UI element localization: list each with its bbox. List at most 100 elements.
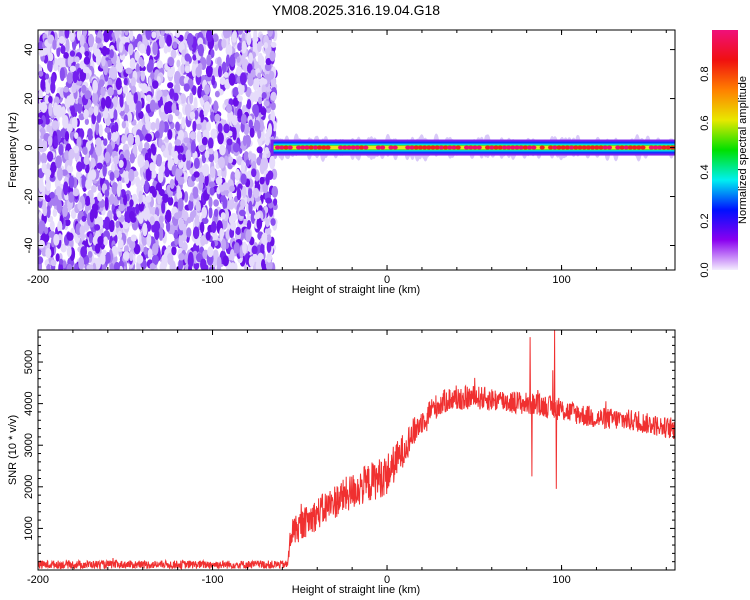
spectrogram-noise-cell: [63, 86, 70, 93]
tone-peak-cell: [577, 145, 583, 150]
spectrogram-noise-cell: [214, 90, 220, 98]
spectrogram-noise-cell: [186, 216, 192, 224]
spectrogram-noise-cell: [127, 133, 134, 146]
spectrogram-noise-cell: [223, 155, 229, 166]
spectrogram-noise-cell: [234, 169, 241, 181]
spectrogram-noise-cell: [129, 152, 136, 164]
spectrogram-ytick-label: -20: [23, 189, 35, 205]
colorbar-tick-label: 0.4: [699, 164, 711, 179]
tone-peak-cell: [640, 145, 646, 150]
spectrogram-noise-cell: [231, 36, 237, 43]
tone-peak-cell: [564, 145, 571, 150]
tone-peak-cell: [447, 145, 453, 150]
spectrogram-noise-cell: [96, 257, 101, 270]
spectrogram-noise-cell: [238, 209, 246, 217]
spectrogram-noise-cell: [118, 265, 124, 270]
spectrogram-noise-cell: [128, 99, 136, 113]
spectrogram-noise-cell: [159, 120, 165, 134]
spectrogram-noise-cell: [110, 66, 118, 80]
spectrogram-noise-cell: [109, 193, 115, 203]
spectrogram-noise-cell: [183, 83, 190, 92]
spectrogram-noise-cell: [209, 266, 215, 270]
spectrogram-noise-cell: [226, 138, 233, 146]
spectrogram-noise-cell: [41, 48, 48, 56]
spectrogram-noise-cell: [133, 91, 138, 104]
spectrogram-noise-cell: [202, 163, 210, 177]
spectrogram-noise-cell: [102, 30, 110, 43]
spectrogram-noise-cell: [122, 85, 129, 94]
spectrogram-noise-cell: [197, 43, 205, 57]
spectrogram-noise-cell: [210, 128, 218, 139]
spectrogram-noise-cell: [214, 113, 221, 123]
figure-title: YM08.2025.316.19.04.G18: [272, 2, 440, 18]
spectrogram-noise-cell: [265, 197, 273, 204]
spectrogram-noise-cell: [58, 258, 64, 265]
spectrogram-noise-cell: [251, 168, 257, 178]
spectrogram-noise-cell: [156, 93, 161, 101]
spectrogram-noise-cell: [111, 131, 118, 143]
tone-peak-cell: [300, 145, 306, 150]
spectrogram-ylabel: Frequency (Hz): [7, 112, 19, 188]
spectrogram-noise-cell: [149, 162, 156, 172]
colorbar: 0.0 0.2 0.4 0.6 0.8 Normalized spectral ampl…: [699, 30, 749, 278]
spectrogram-noise-cell: [201, 217, 209, 225]
spectrogram-noise-cell: [77, 201, 83, 210]
spectrogram-noise-cell: [167, 82, 174, 89]
spectrogram-ytick-label: -40: [23, 238, 35, 254]
spectrogram-noise-cell: [66, 245, 72, 258]
spectrogram-noise-cell: [167, 56, 175, 67]
spectrogram-noise-cell: [115, 77, 122, 90]
spectrogram-noise-cell: [129, 57, 136, 70]
spectrogram-noise-cell: [235, 226, 241, 236]
spectrogram-noise-cell: [248, 151, 253, 160]
spectrogram-marks: [38, 30, 675, 270]
spectrogram-noise-cell: [141, 83, 148, 94]
tone-peak-cell: [552, 145, 558, 150]
tone-peak-cell: [380, 145, 386, 150]
spectrogram-noise-cell: [184, 65, 191, 74]
tone-peak-cell: [413, 145, 419, 150]
spectrogram-noise-cell: [264, 147, 270, 154]
spectrogram-noise-cell: [56, 200, 63, 214]
tone-peak-cell: [518, 145, 524, 150]
spectrogram-noise-cell: [245, 159, 250, 167]
spectrogram-noise-cell: [138, 110, 144, 120]
spectrogram-noise-cell: [41, 115, 46, 128]
spectrogram-noise-cell: [192, 120, 197, 132]
spectrogram-noise-cell: [186, 32, 194, 47]
spectrogram-noise-cell: [233, 242, 240, 254]
spectrogram-noise-cell: [139, 178, 145, 186]
spectrogram-noise-cell: [68, 191, 74, 203]
spectrogram-noise-cell: [217, 132, 224, 145]
spectrogram-noise-cell: [91, 184, 97, 193]
spectrogram-noise-cell: [51, 120, 59, 130]
spectrogram-noise-cell: [71, 84, 77, 94]
spectrogram-xtick-label: 0: [384, 274, 390, 286]
tone-peak-cell: [472, 145, 478, 150]
spectrogram-noise-cell: [145, 195, 152, 203]
spectrogram-noise-cell: [103, 111, 109, 119]
spectrogram-noise-cell: [247, 74, 254, 87]
tone-peak-cell: [464, 145, 470, 150]
spectrogram-noise-cell: [68, 32, 75, 41]
spectrogram-noise-cell: [65, 38, 70, 53]
spectrogram-noise-cell: [193, 157, 200, 169]
spectrogram-noise-cell: [158, 227, 164, 241]
spectrogram-noise-cell: [100, 86, 106, 97]
spectrogram-noise-cell: [204, 173, 209, 187]
spectrogram-noise-cell: [113, 169, 120, 179]
tone-peak-cell: [388, 145, 394, 150]
spectrogram-noise-cell: [189, 111, 196, 120]
snr-xtick-label: 0: [384, 574, 390, 586]
tone-peak-cell: [653, 145, 659, 150]
spectrogram-noise-cell: [193, 97, 198, 111]
spectrogram-noise-cell: [180, 63, 185, 75]
tone-peak-cell: [556, 145, 562, 150]
snr-ytick-label: 2000: [23, 475, 35, 499]
spectrogram-noise-cell: [188, 180, 195, 188]
spectrogram-noise-cell: [76, 161, 83, 172]
spectrogram-noise-cell: [57, 57, 64, 67]
spectrogram-noise-cell: [55, 155, 62, 169]
spectrogram-noise-cell: [257, 96, 263, 105]
